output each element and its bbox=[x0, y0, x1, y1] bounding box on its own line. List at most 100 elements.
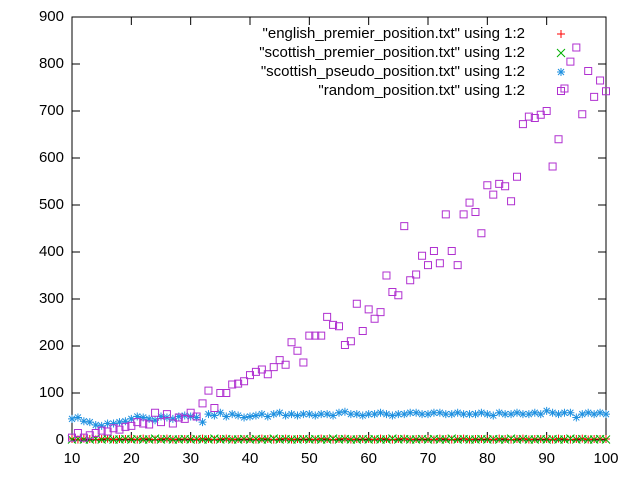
data-point bbox=[151, 416, 160, 425]
data-point bbox=[507, 410, 516, 419]
data-point bbox=[103, 427, 112, 436]
data-point bbox=[240, 413, 249, 422]
data-point bbox=[429, 408, 438, 417]
data-point bbox=[91, 420, 100, 429]
data-point bbox=[97, 426, 106, 435]
data-point bbox=[441, 210, 450, 219]
legend-label: "scottish_pseudo_position.txt" using 1:2 bbox=[261, 63, 525, 80]
data-point bbox=[602, 87, 610, 96]
x-tick-label: 20 bbox=[123, 450, 140, 467]
data-point bbox=[293, 346, 302, 355]
data-point bbox=[305, 410, 314, 419]
data-point bbox=[317, 331, 326, 340]
data-point bbox=[424, 410, 432, 419]
data-point bbox=[73, 428, 82, 437]
data-point bbox=[358, 411, 367, 420]
data-point bbox=[542, 406, 551, 415]
data-point bbox=[323, 410, 332, 419]
data-point bbox=[536, 410, 545, 419]
data-point bbox=[388, 287, 397, 296]
data-point bbox=[234, 379, 243, 388]
data-point bbox=[394, 291, 403, 300]
data-point bbox=[376, 408, 385, 417]
data-point bbox=[530, 408, 539, 417]
data-point bbox=[566, 57, 575, 66]
data-point bbox=[554, 410, 563, 419]
data-point bbox=[91, 428, 100, 437]
data-point bbox=[329, 320, 338, 329]
data-point bbox=[518, 120, 527, 129]
data-point bbox=[240, 377, 249, 386]
legend-marker bbox=[556, 48, 566, 58]
data-point bbox=[275, 356, 284, 365]
y-tick-label: 400 bbox=[39, 243, 64, 260]
legend-label: "scottish_premier_position.txt" using 1:… bbox=[259, 44, 525, 61]
data-point bbox=[109, 424, 118, 433]
data-point bbox=[352, 299, 361, 308]
data-point bbox=[578, 410, 587, 419]
data-point bbox=[554, 135, 563, 144]
data-point bbox=[287, 410, 296, 419]
legend-marker bbox=[557, 87, 565, 95]
data-point bbox=[453, 261, 462, 270]
data-point bbox=[174, 412, 183, 421]
x-tick-label: 90 bbox=[538, 450, 555, 467]
data-point bbox=[204, 386, 213, 395]
data-point bbox=[524, 410, 533, 419]
data-point bbox=[530, 114, 539, 123]
data-point bbox=[210, 404, 219, 413]
data-point bbox=[145, 414, 154, 423]
data-point bbox=[590, 92, 599, 101]
data-point bbox=[299, 410, 308, 419]
data-point bbox=[501, 410, 510, 419]
data-point bbox=[412, 270, 421, 279]
data-point bbox=[358, 326, 367, 335]
data-point bbox=[441, 410, 450, 419]
data-point bbox=[376, 308, 385, 317]
legend-label: "english_premier_position.txt" using 1:2 bbox=[263, 25, 525, 42]
data-point bbox=[578, 110, 587, 119]
data-point bbox=[471, 410, 480, 419]
data-point bbox=[162, 410, 171, 419]
data-point bbox=[85, 418, 94, 427]
data-point bbox=[257, 365, 266, 374]
data-point bbox=[228, 410, 237, 419]
data-point bbox=[121, 422, 130, 431]
data-point bbox=[382, 410, 391, 419]
data-point bbox=[364, 410, 373, 419]
data-point bbox=[281, 411, 290, 420]
data-point bbox=[477, 408, 486, 417]
data-point bbox=[453, 408, 462, 417]
data-point bbox=[572, 413, 581, 422]
data-point bbox=[174, 413, 183, 422]
data-point bbox=[246, 412, 254, 421]
x-tick-label: 40 bbox=[242, 450, 259, 467]
data-point bbox=[406, 408, 415, 417]
data-point bbox=[566, 408, 575, 417]
x-tick-label: 70 bbox=[420, 450, 437, 467]
x-tick-label: 100 bbox=[593, 450, 618, 467]
data-point bbox=[513, 172, 521, 181]
data-point bbox=[198, 418, 207, 427]
data-point bbox=[471, 208, 480, 217]
data-point bbox=[340, 341, 349, 350]
data-point bbox=[287, 338, 296, 347]
data-point bbox=[299, 358, 308, 367]
data-point bbox=[251, 411, 260, 420]
data-point bbox=[133, 412, 142, 421]
data-point bbox=[157, 418, 165, 427]
data-point bbox=[590, 410, 599, 419]
data-point bbox=[85, 431, 94, 440]
data-point bbox=[263, 370, 272, 379]
data-point bbox=[79, 433, 88, 442]
data-point bbox=[412, 408, 421, 417]
data-point bbox=[323, 312, 332, 321]
data-point bbox=[192, 412, 201, 421]
x-tick-label: 60 bbox=[360, 450, 377, 467]
data-point bbox=[151, 408, 160, 417]
data-point bbox=[495, 408, 504, 417]
data-point bbox=[222, 412, 231, 421]
data-point bbox=[145, 420, 154, 429]
data-point bbox=[68, 433, 76, 442]
